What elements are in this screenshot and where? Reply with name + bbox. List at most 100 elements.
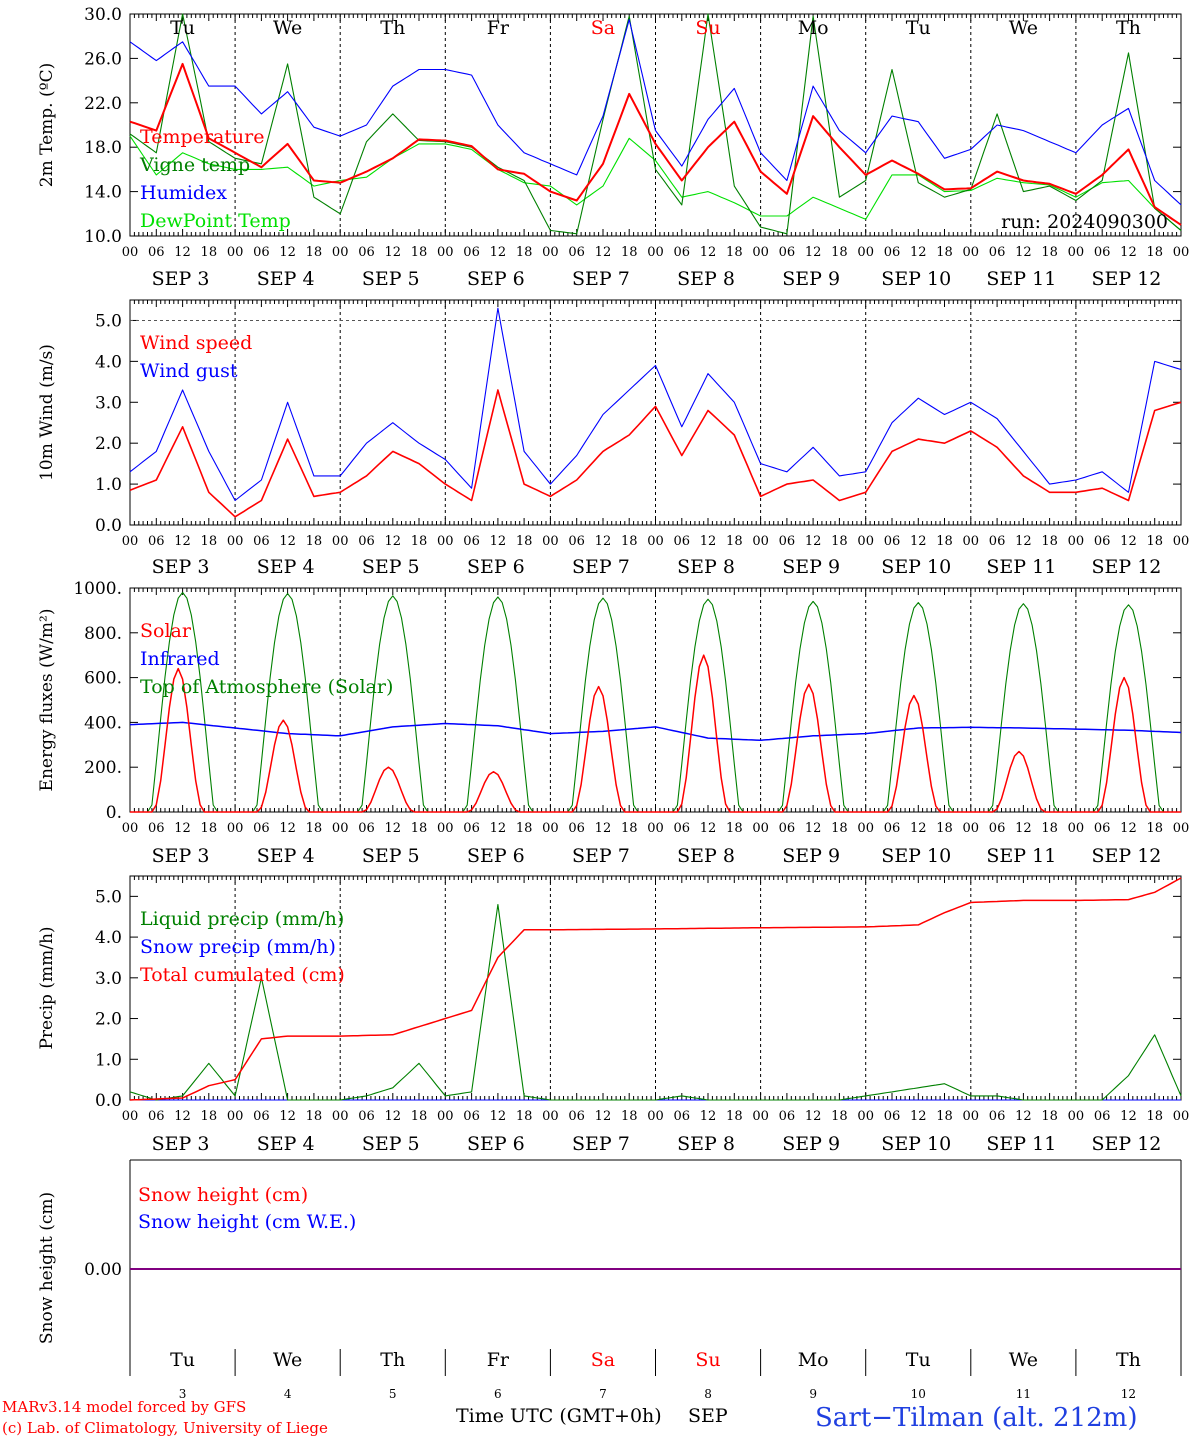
lab-credit: (c) Lab. of Climatology, University of L… <box>2 1419 328 1437</box>
month-label: SEP <box>688 1405 728 1427</box>
hour-tick-label: 12 <box>700 1109 717 1124</box>
hour-tick-label: 00 <box>752 245 769 260</box>
y-tick-label: 1000. <box>73 579 122 599</box>
weekday-label: Th <box>1116 17 1141 39</box>
y-tick-label: 22.0 <box>84 94 122 114</box>
weekday-label: Su <box>695 17 720 39</box>
hour-tick-label: 00 <box>227 821 244 836</box>
model-credit: MARv3.14 model forced by GFS <box>2 1398 246 1416</box>
hour-tick-label: 18 <box>726 821 743 836</box>
hour-tick-label: 06 <box>1094 821 1111 836</box>
y-tick-label: 5.0 <box>95 311 122 331</box>
hour-tick-label: 12 <box>700 534 717 549</box>
hour-tick-label: 06 <box>674 1109 691 1124</box>
series-line-solar <box>130 654 1181 813</box>
y-axis-label: Energy fluxes (W/m²) <box>37 609 57 792</box>
date-label: SEP 5 <box>362 556 420 578</box>
hour-tick-label: 00 <box>542 534 559 549</box>
snow-panel: 0.00 Snow height (cm) Snow height (cm) Snow… <box>37 1159 1182 1401</box>
hour-tick-label: 12 <box>1015 245 1032 260</box>
day-number-label: 10 <box>911 1387 926 1401</box>
plot-frame <box>129 299 1182 526</box>
hour-tick-label: 18 <box>516 1109 533 1124</box>
hour-tick-label: 06 <box>884 1109 901 1124</box>
date-label: SEP 8 <box>677 1133 735 1155</box>
hour-tick-label: 00 <box>1173 1109 1190 1124</box>
weekday-label: Th <box>1116 1349 1141 1371</box>
wind-panel: 0.0 1.0 2.0 3.0 4.0 5.0 10m Wind (m/s) 00 06 12 18… <box>37 299 1189 578</box>
hour-tick-label: 00 <box>963 534 980 549</box>
hour-tick-label: 12 <box>1120 1109 1137 1124</box>
hour-tick-label: 18 <box>201 245 218 260</box>
hour-tick-label: 06 <box>1094 534 1111 549</box>
hour-tick-label: 18 <box>411 245 428 260</box>
hour-tick-label: 00 <box>227 245 244 260</box>
date-label: SEP 7 <box>572 268 630 290</box>
hour-tick-label: 12 <box>910 534 927 549</box>
hour-tick-label: 18 <box>1146 1109 1163 1124</box>
hour-tick-label: 12 <box>595 1109 612 1124</box>
date-label: SEP 10 <box>881 268 951 290</box>
day-number-label: 3 <box>179 1387 187 1401</box>
hour-tick-label: 12 <box>910 245 927 260</box>
station-name: Sart−Tilman (alt. 212m) <box>815 1403 1137 1433</box>
hour-tick-label: 18 <box>201 821 218 836</box>
hour-ticks <box>129 300 1182 525</box>
series-line-humidex <box>129 19 1182 206</box>
hour-tick-label: 06 <box>1094 1109 1111 1124</box>
legend-total-cumulated-cm: Total cumulated (cm) <box>140 964 345 986</box>
date-label: SEP 8 <box>677 268 735 290</box>
hour-tick-label: 00 <box>857 534 874 549</box>
y-tick-label: 0.0 <box>95 1091 122 1111</box>
y-tick-label: 26.0 <box>84 49 122 69</box>
legend-snow-height-we: Snow height (cm W.E.) <box>138 1211 356 1233</box>
hour-tick-label: 18 <box>1146 245 1163 260</box>
weekday-label: Tu <box>170 1349 195 1371</box>
hour-ticks <box>129 876 1182 1100</box>
hour-tick-label: 18 <box>1041 245 1058 260</box>
weekday-label: Fr <box>487 1349 510 1371</box>
hour-tick-label: 18 <box>411 1109 428 1124</box>
hour-tick-label: 12 <box>595 821 612 836</box>
series-line-wind-speed <box>129 389 1182 518</box>
y-axis-label: 10m Wind (m/s) <box>37 344 57 481</box>
y-tick-label: 800. <box>84 624 122 644</box>
date-label: SEP 5 <box>362 845 420 867</box>
temperature-panel: 10.0 14.0 18.0 22.0 26.0 30.0 2m Temp. (ºC) 00 0… <box>37 5 1189 290</box>
hour-tick-label: 00 <box>1068 245 1085 260</box>
hour-tick-label: 12 <box>490 821 507 836</box>
hour-tick-label: 00 <box>857 821 874 836</box>
hour-tick-label: 12 <box>805 534 822 549</box>
hour-tick-label: 12 <box>1015 1109 1032 1124</box>
y-tick-label: 1.0 <box>95 1050 122 1070</box>
hour-tick-label: 06 <box>884 534 901 549</box>
hour-tick-label: 00 <box>963 821 980 836</box>
hour-tick-label: 12 <box>1015 534 1032 549</box>
date-label: SEP 11 <box>986 845 1056 867</box>
weekday-label: Fr <box>487 17 510 39</box>
weekday-label: We <box>1009 17 1038 39</box>
y-tick-label: 3.0 <box>95 393 122 413</box>
hour-tick-label: 12 <box>805 245 822 260</box>
day-number-label: 5 <box>389 1387 397 1401</box>
hour-tick-label: 12 <box>490 1109 507 1124</box>
hour-tick-label: 18 <box>831 245 848 260</box>
hour-tick-label: 18 <box>726 245 743 260</box>
series-line-dewpoint-temp <box>129 135 1182 231</box>
hour-tick-label: 00 <box>752 1109 769 1124</box>
date-label: SEP 6 <box>467 556 525 578</box>
hour-tick-label: 06 <box>989 534 1006 549</box>
y-tick-label: 5.0 <box>95 887 122 907</box>
hour-tick-label: 18 <box>621 534 638 549</box>
series-line-vigne-temp <box>129 13 1182 235</box>
hour-tick-label: 00 <box>437 1109 454 1124</box>
legend-solar: Solar <box>140 620 192 642</box>
hour-tick-label: 18 <box>1146 534 1163 549</box>
date-label: SEP 10 <box>881 845 951 867</box>
date-label: SEP 8 <box>677 845 735 867</box>
legend-wind-gust: Wind gust <box>140 360 238 382</box>
hour-tick-label: 06 <box>463 534 480 549</box>
hour-tick-label: 18 <box>411 821 428 836</box>
date-label: SEP 11 <box>986 268 1056 290</box>
hour-tick-label: 00 <box>1068 1109 1085 1124</box>
